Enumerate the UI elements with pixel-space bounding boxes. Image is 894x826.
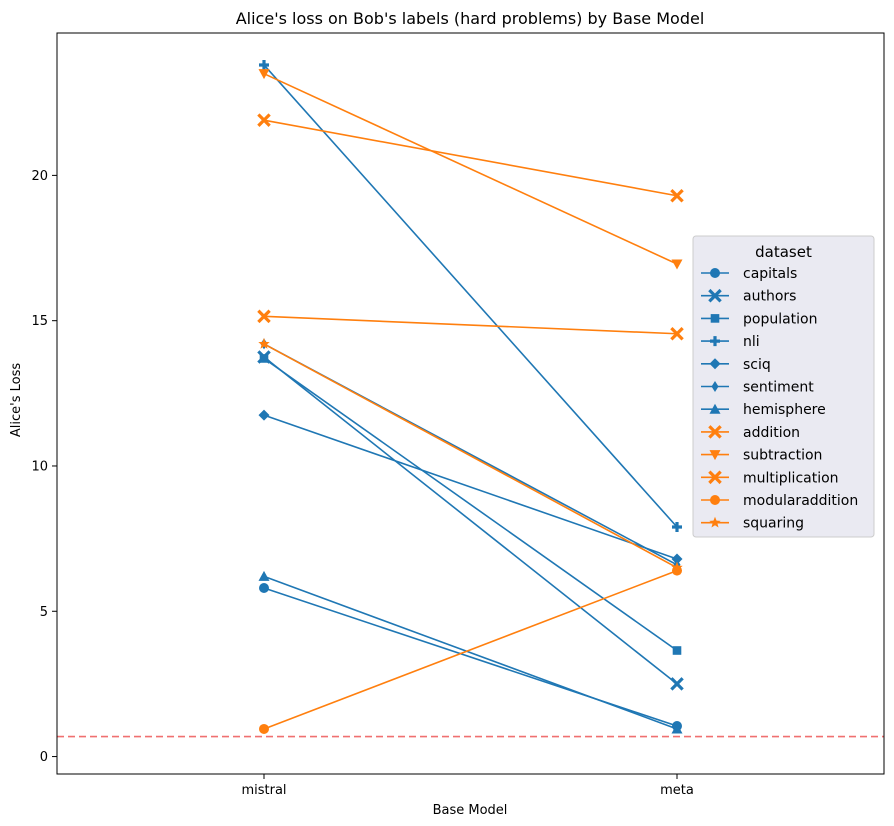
legend-marker-capitals bbox=[710, 268, 720, 278]
series-subtraction bbox=[258, 69, 683, 270]
series-line-squaring bbox=[263, 343, 678, 569]
legend-marker-authors bbox=[708, 288, 722, 303]
series-line-addition bbox=[263, 315, 678, 335]
legend-item-hemisphere: hemisphere bbox=[701, 402, 826, 418]
y-tick-label-5: 5 bbox=[40, 605, 48, 620]
series-population bbox=[259, 354, 682, 655]
legend-marker-modularaddition bbox=[710, 495, 720, 505]
point-population-meta bbox=[672, 646, 682, 655]
legend-label-multiplication: multiplication bbox=[743, 470, 839, 486]
legend-marker-hemisphere bbox=[709, 403, 721, 414]
legend-label-squaring: squaring bbox=[743, 516, 804, 532]
y-tick-label-10: 10 bbox=[31, 459, 48, 474]
legend-title: dataset bbox=[755, 243, 812, 261]
legend-marker-squaring bbox=[709, 516, 721, 528]
point-addition-meta bbox=[670, 326, 684, 341]
legend-item-sentiment: sentiment bbox=[701, 380, 814, 396]
series-line-nli bbox=[263, 64, 678, 528]
legend-label-modularaddition: modularaddition bbox=[743, 493, 858, 509]
legend-item-multiplication: multiplication bbox=[701, 470, 839, 486]
legend-marker-addition bbox=[708, 425, 722, 439]
legend-marker-subtraction bbox=[709, 450, 721, 461]
point-multiplication-meta bbox=[670, 188, 684, 203]
point-nli-mistral bbox=[259, 59, 269, 70]
y-tick-label-20: 20 bbox=[31, 169, 48, 184]
point-capitals-mistral bbox=[259, 583, 269, 594]
legend-marker-sciq bbox=[709, 358, 721, 370]
legend-marker-multiplication bbox=[708, 470, 722, 485]
legend-marker-nli bbox=[710, 336, 720, 347]
legend-item-addition: addition bbox=[701, 425, 800, 441]
legend-marker-sentiment bbox=[711, 381, 719, 392]
plot-area: 0 5 10 15 20 mistral meta bbox=[31, 32, 885, 798]
point-addition-mistral bbox=[257, 309, 271, 324]
point-hemisphere-meta bbox=[671, 723, 683, 734]
point-multiplication-mistral bbox=[257, 113, 271, 127]
legend-item-squaring: squaring bbox=[701, 516, 804, 532]
point-squaring-mistral bbox=[258, 337, 270, 349]
series-line-modularaddition bbox=[263, 569, 678, 730]
point-modularaddition-mistral bbox=[259, 723, 269, 734]
point-nli-meta bbox=[672, 522, 682, 532]
point-subtraction-mistral bbox=[258, 69, 270, 80]
point-hemisphere-mistral bbox=[258, 570, 270, 581]
point-squaring-meta bbox=[671, 561, 683, 573]
series-line-population bbox=[263, 357, 678, 652]
y-axis-label: Alice's Loss bbox=[9, 363, 24, 437]
legend-item-capitals: capitals bbox=[701, 266, 797, 282]
x-tick-label-meta: meta bbox=[660, 783, 694, 798]
series-line-multiplication bbox=[263, 119, 678, 197]
x-tick-label-mistral: mistral bbox=[241, 783, 286, 798]
x-axis-label: Base Model bbox=[433, 803, 508, 818]
series-nli bbox=[259, 59, 682, 532]
legend-item-population: population bbox=[701, 311, 818, 327]
series-addition bbox=[257, 309, 684, 341]
y-tick-label-0: 0 bbox=[40, 750, 48, 765]
legend-box bbox=[692, 235, 875, 538]
series-line-subtraction bbox=[263, 72, 678, 265]
point-subtraction-meta bbox=[671, 259, 683, 270]
point-sciq-mistral bbox=[258, 409, 270, 421]
series-line-hemisphere bbox=[263, 575, 678, 730]
chart-title: Alice's loss on Bob's labels (hard probl… bbox=[236, 9, 705, 28]
legend-label-hemisphere: hemisphere bbox=[743, 402, 826, 418]
series-squaring bbox=[258, 337, 683, 573]
legend-item-subtraction: subtraction bbox=[701, 448, 822, 464]
legend-label-addition: addition bbox=[743, 425, 800, 441]
legend-label-capitals: capitals bbox=[743, 266, 797, 282]
series-line-authors bbox=[263, 356, 678, 685]
series-hemisphere bbox=[258, 570, 683, 734]
legend: dataset capitals authors population nli sciq s… bbox=[692, 235, 875, 538]
legend-marker-population bbox=[710, 314, 720, 323]
legend-item-modularaddition: modularaddition bbox=[701, 493, 858, 509]
legend-item-sciq: sciq bbox=[701, 357, 771, 373]
legend-label-authors: authors bbox=[743, 289, 796, 305]
legend-item-nli: nli bbox=[701, 334, 760, 350]
legend-label-subtraction: subtraction bbox=[743, 448, 822, 464]
legend-item-authors: authors bbox=[701, 289, 796, 305]
legend-label-population: population bbox=[743, 311, 818, 327]
series-multiplication bbox=[257, 113, 684, 203]
y-tick-label-15: 15 bbox=[31, 314, 48, 329]
point-authors-meta bbox=[670, 677, 684, 691]
axes-frame bbox=[56, 32, 885, 775]
legend-label-sciq: sciq bbox=[743, 357, 771, 373]
point-sciq-meta bbox=[671, 553, 683, 565]
legend-label-sentiment: sentiment bbox=[743, 380, 814, 396]
legend-label-nli: nli bbox=[743, 334, 760, 350]
point-population-mistral bbox=[259, 354, 269, 363]
series-line-sciq bbox=[263, 414, 678, 560]
series-sciq bbox=[258, 409, 683, 565]
